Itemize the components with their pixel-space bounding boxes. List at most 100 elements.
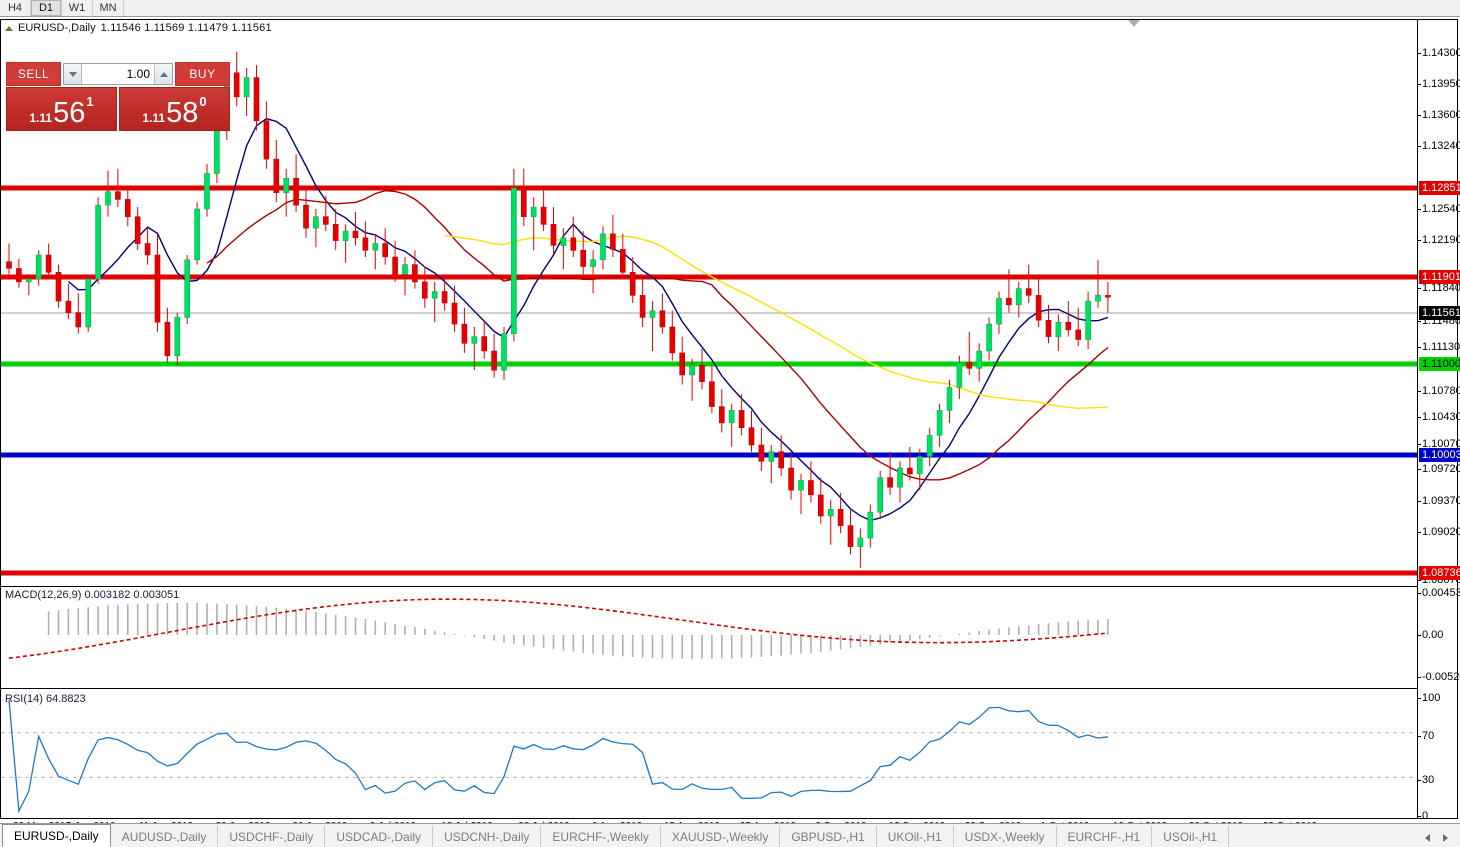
candlestick[interactable] (144, 243, 151, 256)
sell-button[interactable]: SELL (6, 62, 61, 86)
timeframe-d1[interactable]: D1 (31, 0, 62, 16)
rsi-pane[interactable] (1, 689, 1417, 819)
candlestick[interactable] (501, 333, 507, 371)
candlestick[interactable] (897, 467, 903, 488)
candlestick[interactable] (204, 173, 210, 210)
candlestick[interactable] (421, 281, 428, 299)
candlestick[interactable] (1095, 294, 1101, 302)
chart-tab-usdcnhdaily[interactable]: USDCNH-,Daily (433, 826, 542, 847)
candlestick[interactable] (184, 259, 190, 318)
price-level-tag[interactable]: 1.11561 (1419, 306, 1460, 320)
candlestick[interactable] (402, 264, 408, 275)
buy-button[interactable]: BUY (175, 62, 230, 86)
buy-price-display[interactable]: 1.11 58 0 (119, 87, 230, 131)
candlestick[interactable] (115, 191, 121, 200)
candlestick[interactable] (560, 237, 567, 246)
candlestick[interactable] (461, 323, 468, 344)
candlestick[interactable] (214, 130, 220, 174)
candlestick[interactable] (431, 291, 438, 299)
candlestick[interactable] (45, 254, 52, 273)
candlestick[interactable] (570, 237, 577, 251)
candlestick[interactable] (956, 362, 963, 388)
candlestick[interactable] (649, 310, 656, 318)
candlestick[interactable] (382, 243, 389, 258)
scroll-left-icon[interactable] (1425, 834, 1430, 842)
candlestick[interactable] (1085, 300, 1091, 340)
chart-tab-eurchfweekly[interactable]: EURCHF-,Weekly (541, 826, 661, 847)
candlestick[interactable] (441, 291, 448, 304)
candlestick[interactable] (768, 451, 775, 462)
candlestick[interactable] (590, 259, 596, 267)
scroll-marker-icon[interactable] (1128, 20, 1140, 27)
candlestick[interactable] (530, 206, 537, 218)
candlestick[interactable] (352, 230, 359, 239)
candlestick[interactable] (194, 208, 200, 261)
volume-increase-button[interactable] (154, 64, 172, 84)
candlestick[interactable] (580, 249, 587, 267)
price-chart-pane[interactable] (1, 20, 1417, 586)
timeframe-h4[interactable]: H4 (0, 0, 31, 16)
candlestick[interactable] (1055, 321, 1062, 337)
candlestick[interactable] (709, 381, 715, 407)
candlestick[interactable] (837, 508, 844, 526)
candlestick[interactable] (718, 406, 725, 424)
chart-tab-eurusddaily[interactable]: EURUSD-,Daily (2, 824, 111, 847)
candlestick[interactable] (55, 272, 62, 302)
candlestick[interactable] (689, 365, 695, 376)
candlestick[interactable] (25, 278, 32, 283)
candlestick[interactable] (164, 321, 171, 357)
candlestick[interactable] (847, 525, 854, 548)
macd-pane[interactable] (1, 587, 1417, 688)
candlestick[interactable] (283, 178, 290, 194)
candlestick[interactable] (966, 362, 973, 369)
candlestick[interactable] (65, 300, 72, 313)
timeframe-w1[interactable]: W1 (62, 0, 93, 16)
chart-tab-xauusdweekly[interactable]: XAUUSD-,Weekly (661, 826, 781, 847)
chart-tab-eurchfh1[interactable]: EURCHF-,H1 (1057, 826, 1153, 847)
candlestick[interactable] (877, 477, 884, 513)
candlestick[interactable] (372, 243, 379, 251)
candlestick[interactable] (778, 451, 785, 469)
candlestick[interactable] (174, 317, 181, 357)
candlestick[interactable] (610, 233, 616, 250)
candlestick[interactable] (1025, 288, 1032, 296)
candlestick[interactable] (926, 435, 933, 457)
candlestick[interactable] (1006, 297, 1012, 306)
candlestick[interactable] (758, 444, 765, 462)
candlestick[interactable] (1075, 329, 1081, 340)
candlestick[interactable] (6, 261, 12, 269)
candlestick[interactable] (1045, 319, 1052, 337)
candlestick[interactable] (233, 72, 240, 98)
volume-value[interactable]: 1.00 (82, 64, 154, 84)
candlestick[interactable] (600, 233, 606, 261)
candlestick[interactable] (75, 312, 82, 328)
candlestick[interactable] (134, 216, 141, 244)
candlestick[interactable] (253, 77, 260, 122)
candlestick[interactable] (362, 237, 369, 251)
candlestick[interactable] (817, 494, 824, 517)
candlestick[interactable] (451, 302, 458, 325)
candlestick[interactable] (322, 216, 329, 225)
candlestick[interactable] (1065, 321, 1072, 331)
candlestick[interactable] (313, 216, 319, 229)
candlestick[interactable] (619, 249, 626, 273)
volume-decrease-button[interactable] (64, 64, 82, 84)
volume-stepper[interactable]: 1.00 (63, 63, 173, 85)
chart-tab-usdchfdaily[interactable]: USDCHF-,Daily (218, 826, 326, 847)
candlestick[interactable] (471, 336, 478, 344)
candlestick[interactable] (629, 272, 636, 296)
chart-tab-usoilh1[interactable]: USOil-,H1 (1152, 826, 1230, 847)
collapse-triangle-icon[interactable] (5, 25, 13, 31)
candlestick[interactable] (946, 387, 953, 411)
candlestick[interactable] (916, 456, 923, 475)
candlestick[interactable] (550, 224, 557, 246)
candlestick[interactable] (699, 365, 705, 382)
price-level-tag[interactable]: 1.11901 (1419, 270, 1460, 284)
candlestick[interactable] (659, 310, 666, 328)
candlestick[interactable] (1035, 294, 1042, 321)
candlestick[interactable] (976, 350, 983, 369)
price-level-tag[interactable]: 1.08736 (1419, 566, 1460, 580)
candlestick[interactable] (986, 323, 992, 352)
candlestick[interactable] (392, 256, 398, 275)
candlestick[interactable] (867, 511, 874, 539)
